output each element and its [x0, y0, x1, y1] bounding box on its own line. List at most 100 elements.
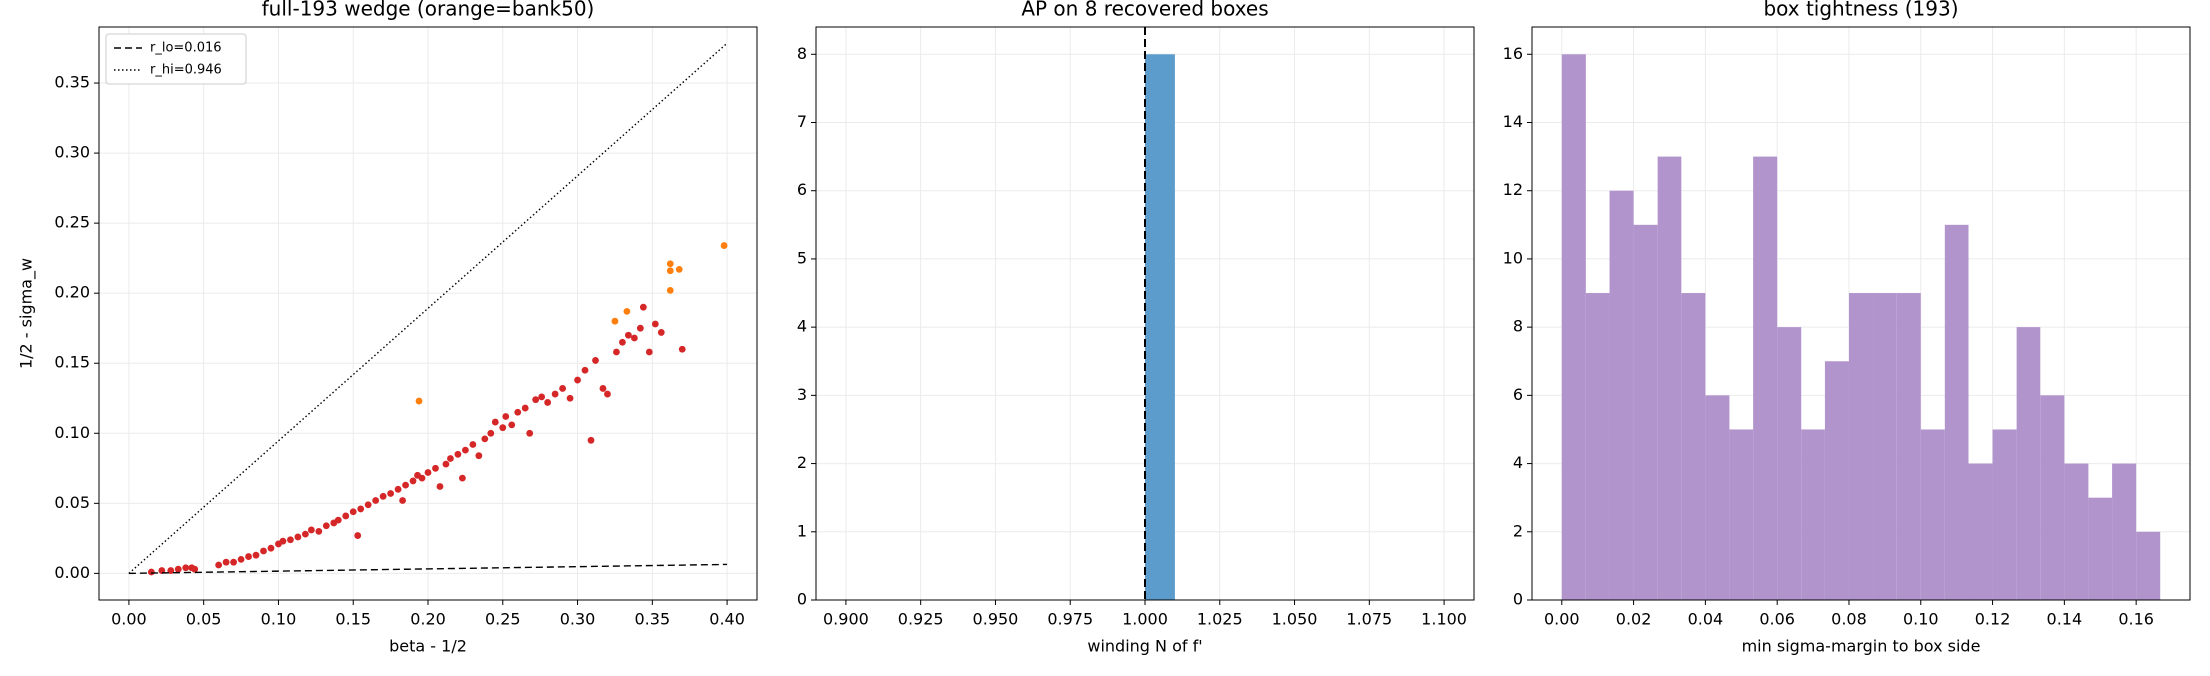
point [604, 390, 611, 398]
bar [1992, 429, 2017, 600]
point [191, 565, 199, 573]
bar [2088, 497, 2113, 600]
point [666, 267, 674, 275]
point [342, 512, 350, 520]
point [307, 526, 315, 534]
point [491, 418, 499, 426]
x-tick-label: 0.40 [709, 610, 745, 629]
point [481, 435, 489, 443]
bar [1873, 293, 1897, 600]
point [538, 393, 546, 401]
bar [2136, 531, 2161, 600]
x-tick-label: 0.925 [898, 610, 944, 629]
x-tick-label: 0.02 [1616, 610, 1652, 629]
point [502, 413, 510, 420]
point [544, 399, 552, 406]
bar [1561, 54, 1586, 601]
point [566, 394, 574, 402]
point [418, 474, 426, 482]
point [639, 303, 647, 311]
point [215, 561, 223, 569]
point [167, 567, 175, 574]
point [415, 397, 423, 405]
point [514, 408, 522, 416]
x-tick-label: 1.050 [1272, 610, 1318, 629]
x-tick-label: 0.30 [560, 610, 596, 629]
reference-line [128, 563, 728, 575]
point [475, 452, 483, 460]
point [508, 421, 516, 429]
x-tick-label: 0.06 [1759, 610, 1795, 629]
x-tick-label: 0.35 [635, 610, 671, 629]
chart-title: full-193 wedge (orange=bank50) [262, 0, 595, 21]
point [252, 551, 260, 559]
point [619, 338, 626, 346]
point [666, 260, 674, 268]
point [354, 532, 362, 539]
x-axis-label: beta - 1/2 [389, 637, 467, 656]
point [182, 564, 190, 572]
y-tick-label: 10 [1503, 248, 1523, 267]
bar [1705, 395, 1730, 600]
y-axis-label: 1/2 - sigma_w [17, 258, 37, 369]
point [461, 446, 469, 454]
point [315, 527, 323, 535]
y-tick-label: 0.20 [54, 283, 90, 302]
bar [1145, 54, 1175, 601]
y-tick-label: 0 [797, 590, 807, 609]
x-tick-label: 0.08 [1831, 610, 1867, 629]
y-tick-label: 7 [797, 112, 807, 131]
point [436, 483, 444, 490]
point [394, 485, 402, 493]
point [636, 324, 644, 332]
point [623, 307, 631, 315]
bar [2112, 463, 2137, 600]
y-tick-label: 16 [1503, 44, 1523, 63]
bar [1585, 293, 1610, 600]
point [301, 530, 309, 538]
bar [2016, 327, 2041, 600]
point [613, 348, 620, 356]
x-tick-label: 0.00 [111, 610, 147, 629]
bar [1633, 224, 1658, 601]
point [651, 320, 659, 328]
point [532, 396, 540, 404]
x-tick-label: 0.950 [973, 610, 1019, 629]
y-tick-label: 6 [1513, 385, 1523, 404]
bar [1920, 429, 1945, 600]
point [521, 404, 529, 412]
bar [1657, 156, 1682, 600]
point [409, 477, 417, 485]
bar [1753, 156, 1778, 600]
chart-title: box tightness (193) [1763, 0, 1958, 21]
reference-line [128, 42, 728, 574]
point [624, 331, 632, 339]
bar [2064, 463, 2089, 600]
point [469, 441, 477, 448]
point [322, 522, 330, 530]
point [526, 429, 534, 437]
point [174, 565, 182, 573]
x-tick-label: 0.12 [1975, 610, 2011, 629]
legend-label: r_hi=0.946 [150, 63, 222, 78]
x-axis-label: min sigma-margin to box side [1742, 637, 1981, 656]
point [372, 497, 380, 504]
point [294, 533, 302, 541]
point [559, 385, 566, 392]
y-tick-label: 4 [797, 317, 807, 336]
subplot: AP on 8 recovered boxes 0.900 0.925 0.950 0.… [797, 0, 1475, 656]
x-tick-label: 0.975 [1047, 610, 1093, 629]
bar [1848, 293, 1874, 600]
y-tick-label: 6 [797, 180, 807, 199]
point [551, 390, 559, 398]
y-tick-label: 5 [797, 248, 807, 267]
point [402, 481, 409, 489]
point [645, 348, 653, 356]
point [611, 317, 619, 325]
point [364, 501, 372, 509]
chart-title: AP on 8 recovered boxes [1021, 0, 1268, 21]
bar [1729, 429, 1754, 600]
point [587, 436, 595, 444]
subplot: full-193 wedge (orange=bank50) 0.00 0.05 0.… [17, 0, 758, 656]
